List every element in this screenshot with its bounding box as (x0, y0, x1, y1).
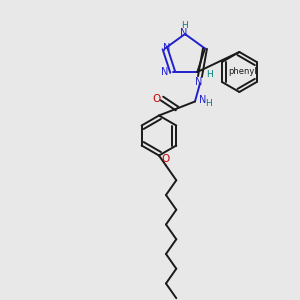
Text: O: O (162, 154, 170, 164)
Text: H: H (206, 99, 212, 108)
Text: N: N (195, 76, 203, 86)
Text: N: N (199, 94, 207, 104)
Text: N: N (161, 67, 168, 77)
Text: N: N (163, 43, 171, 52)
Text: phenyl: phenyl (228, 68, 257, 76)
Text: N: N (180, 28, 188, 38)
Text: O: O (153, 94, 161, 103)
Text: H: H (207, 70, 213, 79)
Text: H: H (182, 22, 188, 31)
